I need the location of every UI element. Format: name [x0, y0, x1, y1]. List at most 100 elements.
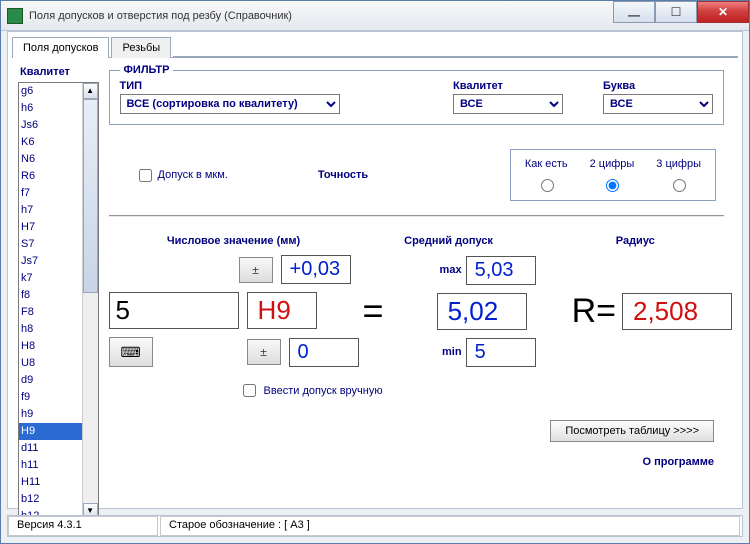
- manual-label: Ввести допуск вручную: [264, 385, 383, 397]
- nominal-input[interactable]: [109, 292, 239, 329]
- client-area: Поля допусков Резьбы Квалитет g6h6Js6K6N…: [7, 31, 743, 509]
- list-item[interactable]: h8: [19, 321, 82, 338]
- radius-value: 2,508: [622, 293, 732, 330]
- tab-threads[interactable]: Резьбы: [111, 37, 171, 58]
- radio-2digits-input[interactable]: [606, 179, 619, 192]
- filter-group: ФИЛЬТР ТИП ВСЕ (сортировка по квалитету)…: [109, 64, 724, 125]
- manual-input[interactable]: [243, 384, 256, 397]
- list-item[interactable]: Js6: [19, 117, 82, 134]
- scroll-up-icon[interactable]: ▲: [83, 83, 98, 99]
- equals-wrap: =: [359, 290, 392, 332]
- kvalitet-listbox[interactable]: g6h6Js6K6N6R6f7h7H7S7Js7k7f8F8h8H8U8d9f9…: [19, 83, 82, 519]
- max-row: max 5,03: [428, 256, 536, 285]
- keyboard-button[interactable]: ⌨: [109, 337, 153, 367]
- window-title: Поля допусков и отверстия под резбу (Спр…: [29, 10, 613, 22]
- minimize-button[interactable]: [613, 1, 655, 23]
- statusbar: Версия 4.3.1 Старое обозначение : [ А3 ]: [7, 515, 743, 537]
- filter-letter-select[interactable]: ВСЕ: [603, 94, 713, 114]
- equals-sign: =: [363, 290, 384, 332]
- window-buttons: [613, 1, 749, 30]
- lower-dev-row: ⌨ ± 0: [109, 337, 359, 367]
- scroll-track[interactable]: [83, 99, 98, 503]
- status-old-designation: Старое обозначение : [ А3 ]: [160, 516, 740, 536]
- list-item[interactable]: g6: [19, 83, 82, 100]
- mid-value: 5,02: [437, 293, 527, 330]
- titlebar: Поля допусков и отверстия под резбу (Спр…: [1, 1, 749, 31]
- options-row: Допуск в мкм. Точность Как есть 2 цифры: [109, 143, 724, 217]
- list-item[interactable]: K6: [19, 134, 82, 151]
- list-item[interactable]: k7: [19, 270, 82, 287]
- radio-3digits[interactable]: 3 цифры: [656, 158, 701, 192]
- calc-col-radius: R= 2,508: [572, 292, 732, 331]
- max-value: 5,03: [466, 256, 536, 285]
- upper-dev-row: ± +0,03: [109, 255, 359, 284]
- header-middop: Средний допуск: [359, 235, 539, 247]
- list-item[interactable]: h9: [19, 406, 82, 423]
- list-item[interactable]: d9: [19, 372, 82, 389]
- radio-asis[interactable]: Как есть: [525, 158, 568, 192]
- calc-col-nominal: ± +0,03 H9 ⌨ ± 0: [109, 255, 359, 367]
- scroll-thumb[interactable]: [83, 99, 98, 293]
- list-item[interactable]: F8: [19, 304, 82, 321]
- header-nominal: Числовое значение (мм): [109, 235, 359, 247]
- filter-kvalitet-label: Квалитет: [453, 80, 563, 92]
- listbox-scrollbar[interactable]: ▲ ▼: [82, 83, 98, 519]
- close-button[interactable]: [697, 1, 749, 23]
- list-item[interactable]: N6: [19, 151, 82, 168]
- filter-kvalitet-select[interactable]: ВСЕ: [453, 94, 563, 114]
- left-column: Квалитет g6h6Js6K6N6R6f7h7H7S7Js7k7f8F8h…: [18, 64, 99, 497]
- max-label: max: [428, 264, 462, 276]
- dop-mkm-checkbox[interactable]: Допуск в мкм.: [135, 166, 228, 185]
- radio-3digits-input[interactable]: [673, 179, 686, 192]
- dop-mkm-input[interactable]: [139, 169, 152, 182]
- lower-dev-value: 0: [289, 338, 359, 367]
- kvalitet-label: Квалитет: [18, 64, 99, 82]
- filter-type-label: ТИП: [120, 80, 423, 92]
- radio-asis-input[interactable]: [541, 179, 554, 192]
- filter-type-block: ТИП ВСЕ (сортировка по квалитету): [120, 80, 423, 114]
- list-item[interactable]: f7: [19, 185, 82, 202]
- list-item[interactable]: f8: [19, 287, 82, 304]
- list-item[interactable]: H7: [19, 219, 82, 236]
- list-item[interactable]: H11: [19, 474, 82, 491]
- tabpage: Квалитет g6h6Js6K6N6R6f7h7H7S7Js7k7f8F8h…: [12, 57, 738, 503]
- list-item[interactable]: H9: [19, 423, 82, 440]
- tab-tolerances[interactable]: Поля допусков: [12, 37, 109, 58]
- list-item[interactable]: d11: [19, 440, 82, 457]
- list-item[interactable]: R6: [19, 168, 82, 185]
- filter-letter-block: Буква ВСЕ: [603, 80, 713, 114]
- lower-pm-button[interactable]: ±: [247, 339, 281, 365]
- radius-prefix: R=: [572, 292, 616, 331]
- radio-2digits-label: 2 цифры: [590, 158, 635, 170]
- kvalitet-listbox-wrap: g6h6Js6K6N6R6f7h7H7S7Js7k7f8F8h8H8U8d9f9…: [18, 82, 99, 520]
- maximize-button[interactable]: [655, 1, 697, 23]
- list-item[interactable]: S7: [19, 236, 82, 253]
- app-window: Поля допусков и отверстия под резбу (Спр…: [0, 0, 750, 544]
- precision-label: Точность: [318, 169, 368, 181]
- filter-legend: ФИЛЬТР: [120, 64, 174, 76]
- list-item[interactable]: b12: [19, 491, 82, 508]
- radio-asis-label: Как есть: [525, 158, 568, 170]
- list-item[interactable]: Js7: [19, 253, 82, 270]
- min-value: 5: [466, 338, 536, 367]
- about-link[interactable]: О программе: [109, 456, 714, 468]
- show-table-button[interactable]: Посмотреть таблицу >>>>: [550, 420, 714, 442]
- list-item[interactable]: h6: [19, 100, 82, 117]
- manual-checkbox[interactable]: Ввести допуск вручную: [239, 381, 732, 400]
- list-item[interactable]: H8: [19, 338, 82, 355]
- radio-2digits[interactable]: 2 цифры: [590, 158, 635, 192]
- button-row: Посмотреть таблицу >>>>: [109, 420, 714, 442]
- upper-pm-button[interactable]: ±: [239, 257, 273, 283]
- list-item[interactable]: f9: [19, 389, 82, 406]
- filter-letter-label: Буква: [603, 80, 713, 92]
- tab-filler: [173, 56, 738, 57]
- min-label: min: [428, 346, 462, 358]
- mid-row: 5,02: [437, 293, 527, 330]
- list-item[interactable]: h7: [19, 202, 82, 219]
- filter-row: ТИП ВСЕ (сортировка по квалитету) Квалит…: [120, 80, 713, 114]
- right-column: ФИЛЬТР ТИП ВСЕ (сортировка по квалитету)…: [99, 64, 732, 497]
- list-item[interactable]: h11: [19, 457, 82, 474]
- list-item[interactable]: U8: [19, 355, 82, 372]
- filter-type-select[interactable]: ВСЕ (сортировка по квалитету): [120, 94, 340, 114]
- header-radius: Радиус: [539, 235, 732, 247]
